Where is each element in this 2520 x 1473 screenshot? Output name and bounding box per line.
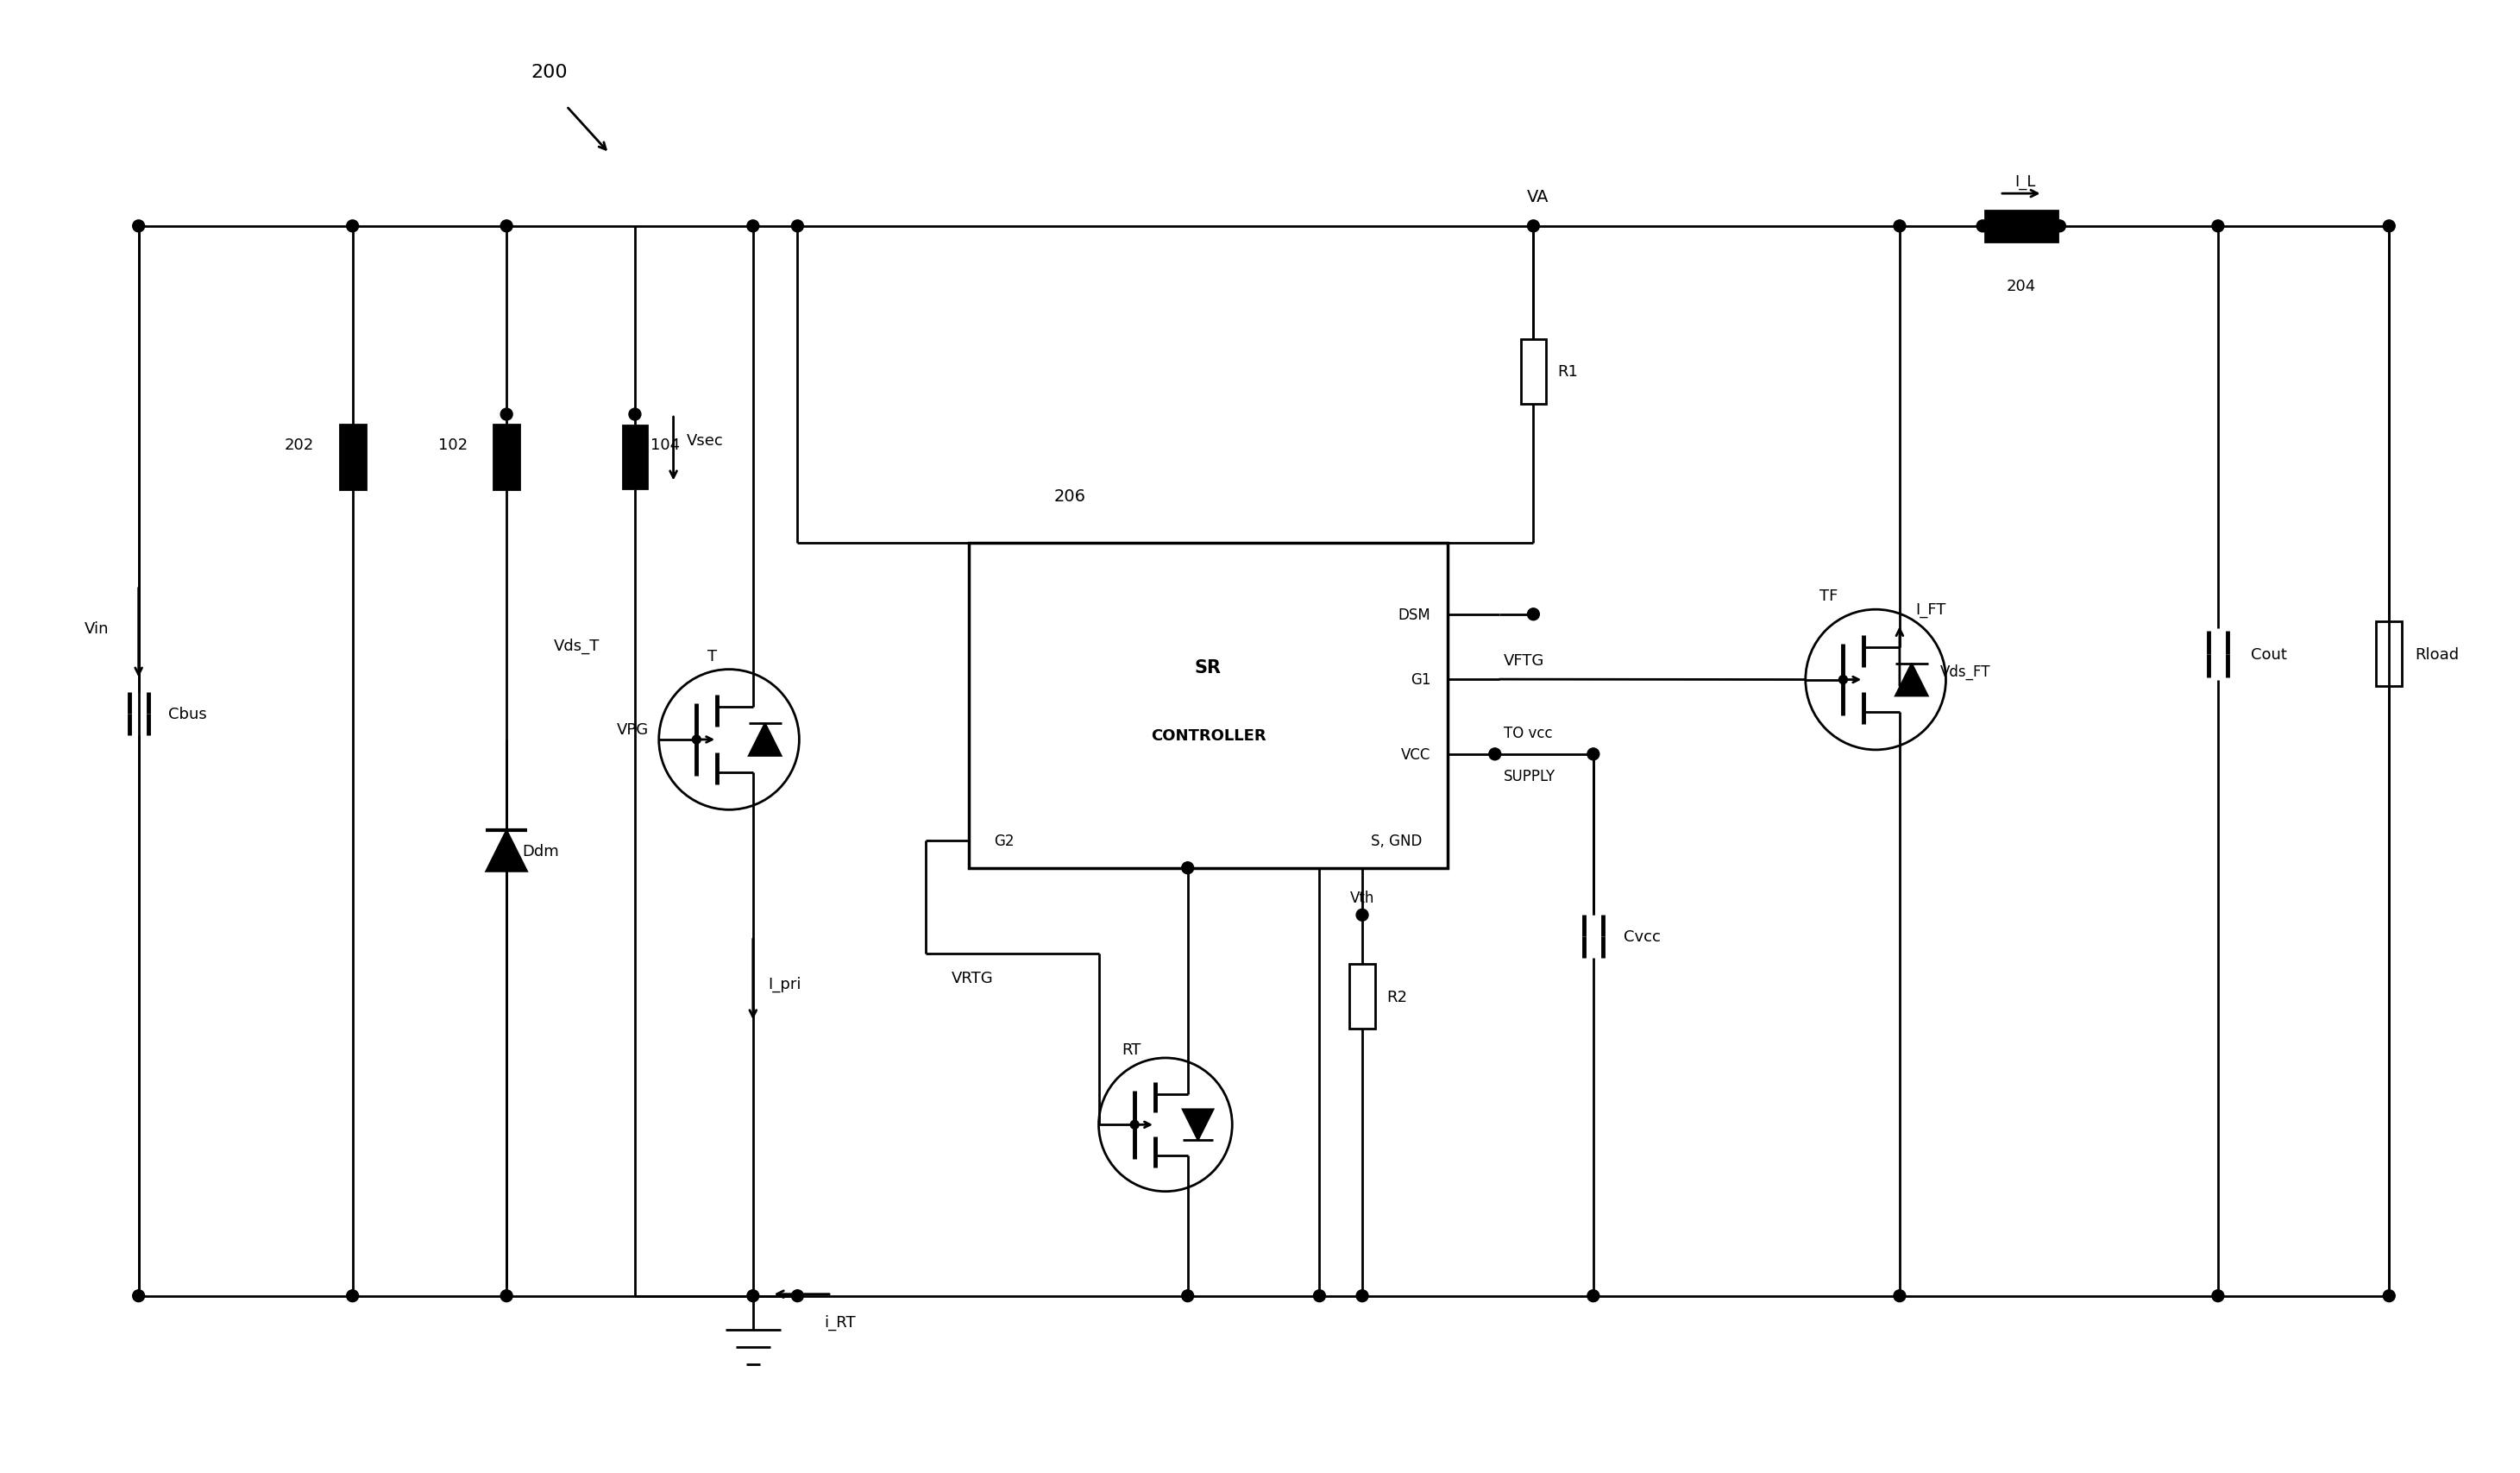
Text: RT: RT [1121, 1041, 1142, 1058]
Circle shape [746, 1290, 759, 1302]
Polygon shape [748, 723, 781, 756]
Text: VCC: VCC [1401, 747, 1431, 762]
Circle shape [2054, 221, 2066, 233]
Bar [1520, 340, 1547, 405]
Circle shape [791, 1290, 804, 1302]
Circle shape [1976, 221, 1988, 233]
Circle shape [1893, 221, 1905, 233]
Text: TO vcc: TO vcc [1504, 725, 1552, 741]
Circle shape [2213, 1290, 2225, 1302]
Circle shape [134, 221, 144, 233]
Circle shape [1588, 748, 1600, 760]
Text: Vin: Vin [83, 622, 108, 636]
Circle shape [1356, 1290, 1368, 1302]
Circle shape [746, 221, 759, 233]
Text: T: T [708, 648, 716, 664]
Circle shape [1893, 1290, 1905, 1302]
Polygon shape [1895, 664, 1928, 697]
Text: Cout: Cout [2250, 647, 2286, 663]
Circle shape [1356, 909, 1368, 921]
Circle shape [693, 735, 701, 744]
Text: R2: R2 [1386, 988, 1406, 1005]
Text: 204: 204 [2006, 278, 2036, 295]
Text: Vsec: Vsec [685, 433, 723, 448]
Text: Ddm: Ddm [522, 844, 559, 859]
Text: G1: G1 [1411, 672, 1431, 688]
Text: G2: G2 [995, 834, 1016, 848]
Text: 104: 104 [650, 437, 680, 452]
Text: VPG: VPG [617, 722, 648, 738]
Text: Vds_T: Vds_T [554, 638, 600, 654]
Circle shape [2213, 221, 2225, 233]
Bar [968, 544, 1449, 868]
Polygon shape [486, 831, 527, 872]
Text: Cvcc: Cvcc [1623, 929, 1661, 944]
Circle shape [134, 1290, 144, 1302]
Text: Vds_FT: Vds_FT [1940, 664, 1991, 679]
Text: I_pri: I_pri [769, 975, 801, 991]
Circle shape [501, 1290, 512, 1302]
Text: S, GND: S, GND [1371, 834, 1421, 848]
Circle shape [630, 409, 640, 421]
Circle shape [501, 221, 512, 233]
Circle shape [1527, 221, 1540, 233]
Text: I_L: I_L [2016, 174, 2036, 190]
Text: 200: 200 [532, 65, 567, 81]
Text: CONTROLLER: CONTROLLER [1152, 728, 1265, 744]
Circle shape [2384, 221, 2394, 233]
Circle shape [1588, 1290, 1600, 1302]
Text: i_RT: i_RT [824, 1314, 857, 1330]
Circle shape [1527, 608, 1540, 620]
Text: VRTG: VRTG [953, 969, 993, 985]
Text: Vth: Vth [1351, 890, 1373, 904]
Circle shape [1840, 676, 1847, 685]
Text: VFTG: VFTG [1504, 653, 1545, 669]
Text: R1: R1 [1557, 364, 1578, 380]
Text: SR: SR [1194, 658, 1222, 676]
Bar [494, 426, 519, 491]
Circle shape [1313, 1290, 1326, 1302]
Circle shape [791, 221, 804, 233]
Bar [1348, 963, 1376, 1030]
Text: SUPPLY: SUPPLY [1504, 767, 1555, 784]
Bar [340, 426, 365, 491]
Text: 202: 202 [285, 437, 315, 452]
Text: 206: 206 [1053, 488, 1086, 504]
Bar [2376, 622, 2402, 686]
Text: TF: TF [1819, 588, 1837, 604]
Circle shape [501, 409, 512, 421]
Bar [1986, 211, 2056, 242]
Text: VA: VA [1527, 189, 1550, 205]
Circle shape [348, 1290, 358, 1302]
Text: Cbus: Cbus [169, 707, 207, 722]
Circle shape [1489, 748, 1502, 760]
Text: DSM: DSM [1399, 607, 1431, 623]
Polygon shape [1182, 1109, 1212, 1140]
Circle shape [1131, 1121, 1139, 1130]
Text: I_FT: I_FT [1915, 602, 1945, 617]
Circle shape [1182, 1290, 1194, 1302]
Text: 102: 102 [438, 437, 469, 452]
Circle shape [2384, 1290, 2394, 1302]
Text: Rload: Rload [2414, 647, 2460, 663]
Bar [622, 426, 648, 489]
Circle shape [348, 221, 358, 233]
Circle shape [1182, 862, 1194, 873]
